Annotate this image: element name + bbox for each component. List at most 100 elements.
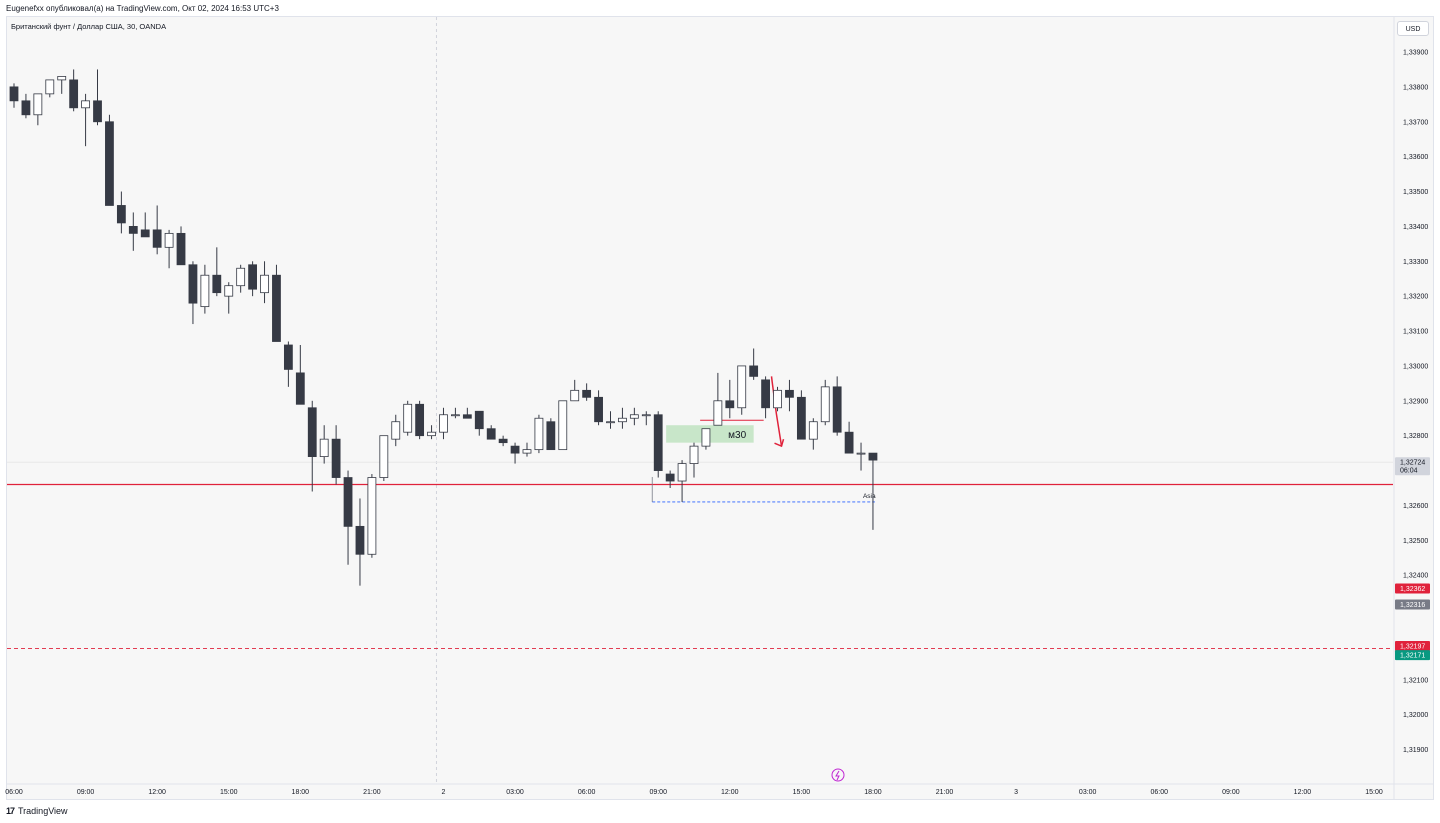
price-tick-label: 1,33200 xyxy=(1403,294,1428,301)
time-tick-label: 09:00 xyxy=(77,789,95,796)
time-tick-label: 12:00 xyxy=(1294,789,1312,796)
price-tick-label: 1,33700 xyxy=(1403,119,1428,126)
price-tick-label: 1,32600 xyxy=(1403,503,1428,510)
time-tick-label: 06:00 xyxy=(1151,789,1169,796)
price-tick-label: 1,32000 xyxy=(1403,712,1428,719)
price-label: 1,32724 xyxy=(1400,460,1425,467)
time-tick-label: 21:00 xyxy=(936,789,954,796)
candle-body xyxy=(534,417,544,451)
time-tick-label: 03:00 xyxy=(506,789,524,796)
candle-body xyxy=(236,267,246,287)
candle-body xyxy=(188,264,198,304)
candle-body xyxy=(451,414,460,417)
time-tick-label: 15:00 xyxy=(220,789,238,796)
bearish-arrow xyxy=(770,376,783,447)
candle-body xyxy=(176,232,186,266)
candle-body xyxy=(558,400,568,451)
time-tick-label: 18:00 xyxy=(864,789,882,796)
candle-body xyxy=(665,473,675,482)
candle-body xyxy=(403,403,413,433)
price-label-box xyxy=(1395,457,1430,476)
asia-label: Asia xyxy=(863,493,876,500)
currency-button[interactable]: USD xyxy=(1397,21,1429,36)
candle-body xyxy=(224,285,234,297)
price-tick-label: 1,32500 xyxy=(1403,538,1428,545)
price-label-box xyxy=(1395,641,1430,652)
candle-body xyxy=(856,452,866,455)
candle-body xyxy=(427,431,436,437)
price-tick-label: 1,31900 xyxy=(1403,747,1428,754)
candle-body xyxy=(343,477,353,527)
candle-body xyxy=(570,389,580,402)
time-tick-label: 3 xyxy=(1014,789,1018,796)
candle-body xyxy=(260,274,269,294)
candle-body xyxy=(725,400,735,409)
candle-body xyxy=(641,414,651,417)
candle-body xyxy=(248,264,258,290)
candle-body xyxy=(439,414,448,433)
candle-body xyxy=(391,421,401,440)
candle-body xyxy=(272,274,281,342)
candle-body xyxy=(45,79,55,95)
price-label: 1,32316 xyxy=(1400,602,1425,609)
price-tick-label: 1,33000 xyxy=(1403,363,1428,370)
publish-line: Eugenefxx опубликовал(а) на TradingView.… xyxy=(6,4,279,13)
price-tick-label: 1,32100 xyxy=(1403,677,1428,684)
time-tick-label: 12:00 xyxy=(721,789,739,796)
candle-body xyxy=(81,100,90,109)
lightning-icon xyxy=(835,770,840,781)
price-label-box xyxy=(1395,650,1430,661)
candle-body xyxy=(200,274,210,308)
price-tick-label: 1,32900 xyxy=(1403,398,1428,405)
candle-body xyxy=(415,403,425,437)
price-label: 1,32197 xyxy=(1400,644,1425,651)
candle-body xyxy=(606,421,615,424)
price-tick-label: 1,32800 xyxy=(1403,433,1428,440)
price-tick-label: 1,33500 xyxy=(1403,189,1428,196)
price-label: 1,32362 xyxy=(1400,586,1425,593)
time-tick-label: 15:00 xyxy=(1365,789,1383,796)
candle-body xyxy=(33,93,43,116)
candle-body xyxy=(474,410,484,430)
candle-body xyxy=(546,421,556,451)
candle-body xyxy=(212,274,222,294)
candle-body xyxy=(498,438,508,444)
candle-body xyxy=(307,407,317,458)
price-tick-label: 1,33800 xyxy=(1403,84,1428,91)
price-label: 1,32171 xyxy=(1400,653,1425,660)
candle-body xyxy=(761,379,770,409)
candle-body xyxy=(69,79,79,109)
time-tick-label: 15:00 xyxy=(793,789,811,796)
candle-body xyxy=(677,463,687,482)
price-tick-label: 1,33300 xyxy=(1403,259,1428,266)
candle-body xyxy=(367,477,377,555)
candle-body xyxy=(295,372,305,405)
candle-body xyxy=(868,452,878,461)
price-tick-label: 1,33100 xyxy=(1403,329,1428,336)
event-icon xyxy=(831,768,845,782)
brand-footer[interactable]: 17 TradingView xyxy=(6,806,68,816)
bearish-arrow-head xyxy=(774,438,785,448)
candle-body xyxy=(808,421,818,440)
candle-body xyxy=(653,414,663,471)
candle-body xyxy=(510,445,520,454)
symbol-legend: Британский фунт / Доллар США, 30, OANDA xyxy=(11,22,167,31)
time-tick-label: 03:00 xyxy=(1079,789,1097,796)
candle-body xyxy=(796,396,806,440)
time-tick-label: 21:00 xyxy=(363,789,381,796)
price-label-box xyxy=(1395,583,1430,594)
publish-bar: Eugenefxx опубликовал(а) на TradingView.… xyxy=(0,0,1440,16)
candle-body xyxy=(105,121,114,206)
candle-body xyxy=(618,417,627,423)
candle-body xyxy=(283,344,293,370)
price-tick-label: 1,32400 xyxy=(1403,573,1428,580)
candle-body xyxy=(629,414,639,419)
candle-body xyxy=(319,438,329,458)
candle-body xyxy=(844,431,854,454)
candle-body xyxy=(820,386,830,423)
candle-body xyxy=(689,445,699,464)
candle-body xyxy=(594,396,603,423)
candle-body xyxy=(164,232,174,248)
candle-body xyxy=(57,76,67,81)
